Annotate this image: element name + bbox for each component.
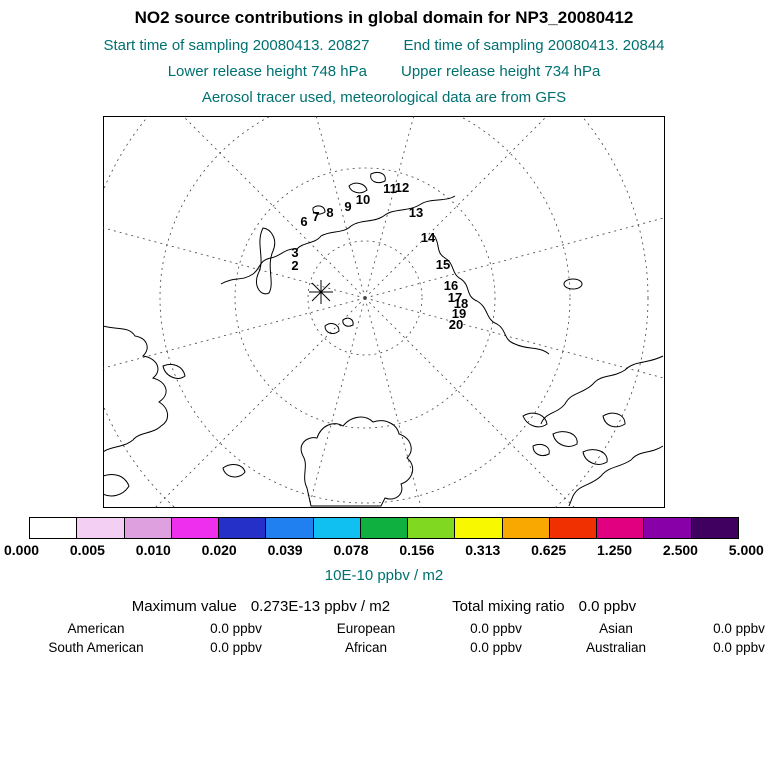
- start-time-text: Start time of sampling 20080413. 20827: [103, 37, 370, 54]
- colorbar-tick-label: 0.156: [399, 542, 435, 558]
- trajectory-point-label: 12: [395, 180, 409, 195]
- region-name: European: [336, 621, 396, 636]
- trajectory-point-label: 9: [344, 199, 351, 214]
- trajectory-point-label: 11: [383, 181, 397, 196]
- meridian-line: [364, 297, 665, 379]
- meridian-line: [103, 227, 366, 299]
- colorbar-tick-label: 2.500: [662, 542, 698, 558]
- region-name: American: [67, 621, 125, 636]
- trajectory-point-label: 6: [300, 214, 307, 229]
- tracer-line: Aerosol tracer used, meteorological data…: [0, 89, 768, 106]
- release-heights-line: Lower release height 748 hPa Upper relea…: [0, 63, 768, 80]
- trajectory-point-label: 8: [326, 205, 333, 220]
- colorbar-segment: [691, 518, 738, 538]
- colorbar-tick-label: 0.010: [135, 542, 171, 558]
- total-mixing-label: Total mixing ratio: [452, 598, 565, 615]
- trajectory-point-label: 13: [409, 205, 423, 220]
- meridian-line: [364, 297, 576, 508]
- max-value: 0.273E-13 ppbv / m2: [250, 598, 391, 615]
- graticule: [103, 116, 665, 508]
- region-value: 0.0 ppbv: [210, 640, 262, 655]
- region-stats: American 0.0 ppbv European 0.0 ppbv Asian 0.0…: [12, 621, 765, 655]
- plot-page: NO2 source contributions in global domai…: [0, 8, 768, 655]
- colorbar-tick-label: 0.313: [465, 542, 501, 558]
- colorbar-segment: [408, 518, 456, 538]
- trajectory-point-label: 16: [444, 278, 458, 293]
- colorbar-segment: [219, 518, 267, 538]
- release-location-marker: [309, 280, 333, 304]
- coastlines: [103, 171, 664, 507]
- max-value-label: Maximum value: [131, 598, 237, 615]
- meridian-line: [308, 297, 366, 508]
- stats-line: Maximum value 0.273E-13 ppbv / m2 Total …: [0, 598, 768, 615]
- trajectory-point-label: 15: [436, 257, 450, 272]
- colorbar-tick-label: 5.000: [728, 542, 764, 558]
- region-value: 0.0 ppbv: [470, 621, 522, 636]
- colorbar-segment: [266, 518, 314, 538]
- colorbar-segment: [597, 518, 645, 538]
- colorbar-tick-label: 0.039: [267, 542, 303, 558]
- trajectory-point-label: 2: [291, 258, 298, 273]
- colorbar-ticks: 0.000 0.005 0.010 0.020 0.039 0.078 0.156 0.313…: [0, 539, 768, 558]
- colorbar-tick-label: 1.250: [597, 542, 633, 558]
- tracer-text: Aerosol tracer used, meteorological data…: [201, 89, 567, 106]
- trajectory-point-label: 10: [356, 192, 370, 207]
- colorbar-segment: [455, 518, 503, 538]
- colorbar-segment: [502, 518, 550, 538]
- colorbar-tick-label: 0.000: [4, 542, 40, 558]
- colorbar-tick-label: 0.020: [201, 542, 237, 558]
- region-value: 0.0 ppbv: [713, 621, 765, 636]
- region-value: 0.0 ppbv: [470, 640, 522, 655]
- trajectory-point-label: 3: [291, 245, 298, 260]
- colorbar-segment: [313, 518, 361, 538]
- colorbar-tick-label: 0.078: [333, 542, 369, 558]
- plot-title: NO2 source contributions in global domai…: [134, 8, 634, 27]
- trajectory-point-label: 18: [454, 296, 468, 311]
- upper-release-text: Upper release height 734 hPa: [401, 63, 601, 80]
- region-name: African: [344, 640, 388, 655]
- sampling-times-line: Start time of sampling 20080413. 20827 E…: [0, 37, 768, 54]
- colorbar-segment: [30, 518, 78, 538]
- trajectory-point-label: 20: [449, 317, 463, 332]
- colorbar-unit: 10E-10 ppbv / m2: [324, 567, 444, 584]
- lower-release-text: Lower release height 748 hPa: [167, 63, 367, 80]
- colorbar-segment: [77, 518, 125, 538]
- colorbar-segment: [644, 518, 692, 538]
- trajectory-point-label: 17: [448, 290, 462, 305]
- colorbar-segment: [549, 518, 598, 538]
- region-value: 0.0 ppbv: [713, 640, 765, 655]
- trajectory-point-label: 14: [421, 230, 436, 245]
- trajectory-point-label: 19: [452, 306, 466, 321]
- total-mixing-value: 0.0 ppbv: [578, 598, 637, 615]
- colorbar-segment: [360, 518, 409, 538]
- colorbar: [29, 517, 739, 539]
- region-value: 0.0 ppbv: [210, 621, 262, 636]
- meridian-line: [103, 297, 366, 369]
- map-border: [103, 116, 665, 508]
- trajectory-point-label: 7: [312, 209, 319, 224]
- region-name: Australian: [585, 640, 647, 655]
- colorbar-segment: [171, 518, 220, 538]
- region-name: Asian: [599, 621, 633, 636]
- colorbar-segment: [124, 518, 172, 538]
- map-panel: 3 2 6 7 8 9 10 11 12 13 14 15 16 17 18 19 20: [103, 116, 665, 508]
- region-name: South American: [48, 640, 144, 655]
- meridian-line: [364, 217, 665, 299]
- end-time-text: End time of sampling 20080413. 20844: [403, 37, 665, 54]
- colorbar-tick-label: 0.005: [69, 542, 105, 558]
- colorbar-tick-label: 0.625: [531, 542, 567, 558]
